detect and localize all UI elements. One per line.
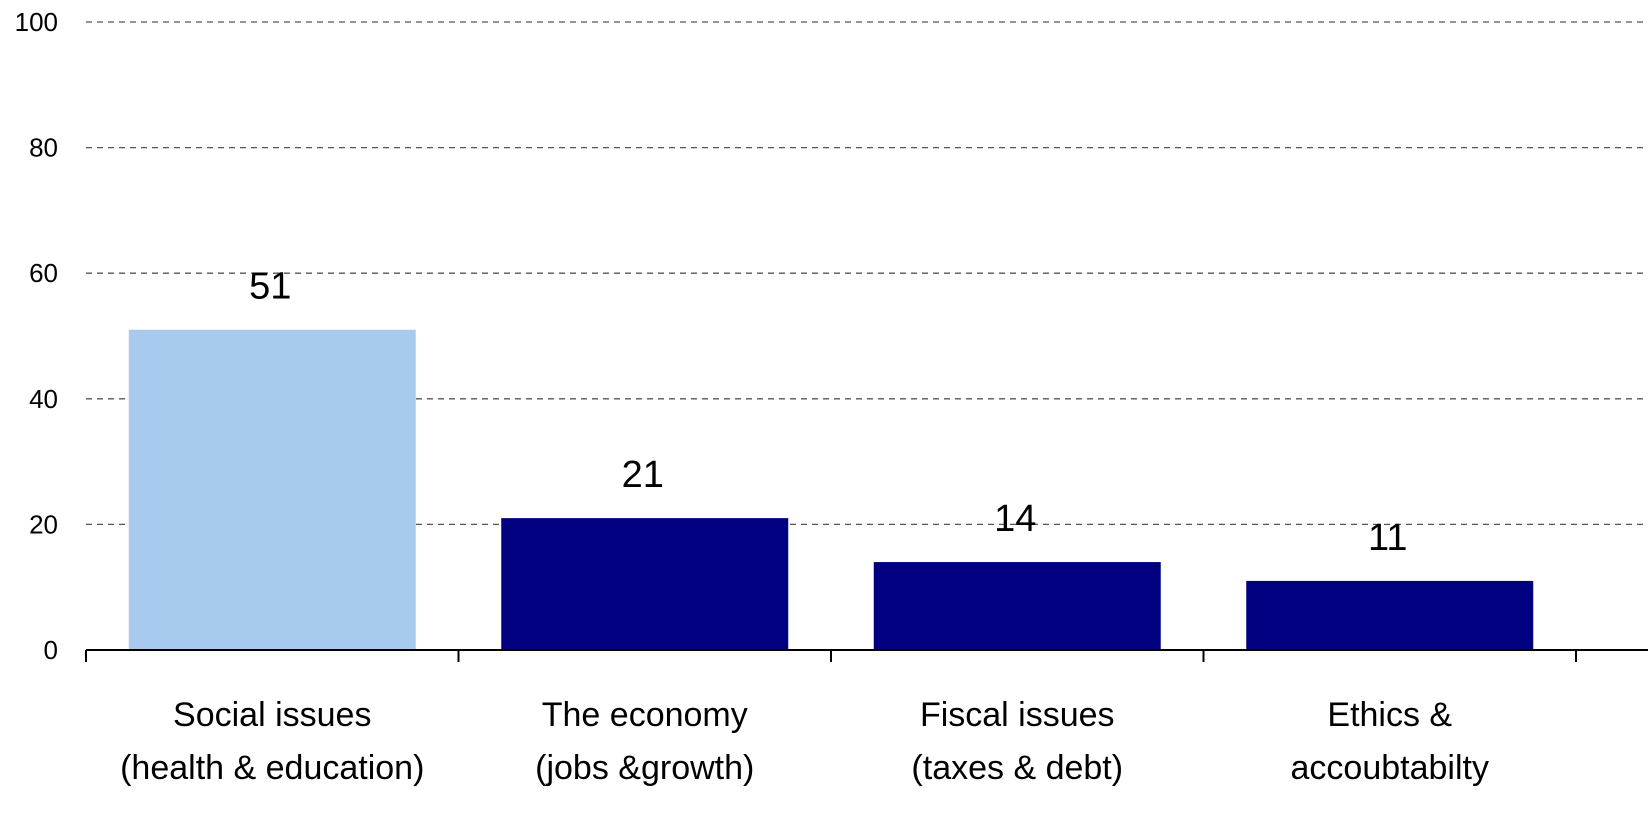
- category-label-line: Social issues: [173, 696, 371, 734]
- data-label: 14: [994, 498, 1036, 540]
- category-label-line: (jobs &growth): [535, 749, 754, 787]
- data-label: 51: [249, 266, 291, 308]
- category-label-line: (taxes & debt): [911, 749, 1123, 787]
- category-label-line: (health & education): [120, 749, 424, 787]
- bar: [1246, 580, 1534, 650]
- gridlines: [86, 21, 1648, 526]
- data-labels: 51 21 14 11: [249, 266, 1407, 559]
- category-labels: Social issues (health & education) The eco…: [120, 696, 1489, 787]
- bar: [128, 329, 416, 650]
- y-tick-label: 0: [44, 635, 58, 665]
- data-label: 11: [1368, 517, 1407, 559]
- y-tick-label: 80: [29, 133, 58, 163]
- y-tick-label: 60: [29, 258, 58, 288]
- x-axis: [85, 649, 1648, 662]
- y-axis-tick-labels: 0 20 40 60 80 100: [15, 7, 58, 665]
- y-tick-label: 40: [29, 384, 58, 414]
- y-tick-label: 100: [15, 7, 58, 37]
- y-tick-label: 20: [29, 509, 58, 539]
- category-label-line: Fiscal issues: [920, 696, 1115, 734]
- category-label-line: accoubtabilty: [1291, 749, 1489, 787]
- bars: [128, 329, 1534, 650]
- category-label-line: The economy: [542, 696, 748, 734]
- bar: [501, 518, 789, 650]
- category-label-line: Ethics &: [1327, 696, 1452, 734]
- data-label: 21: [622, 454, 664, 496]
- bar: [873, 562, 1161, 650]
